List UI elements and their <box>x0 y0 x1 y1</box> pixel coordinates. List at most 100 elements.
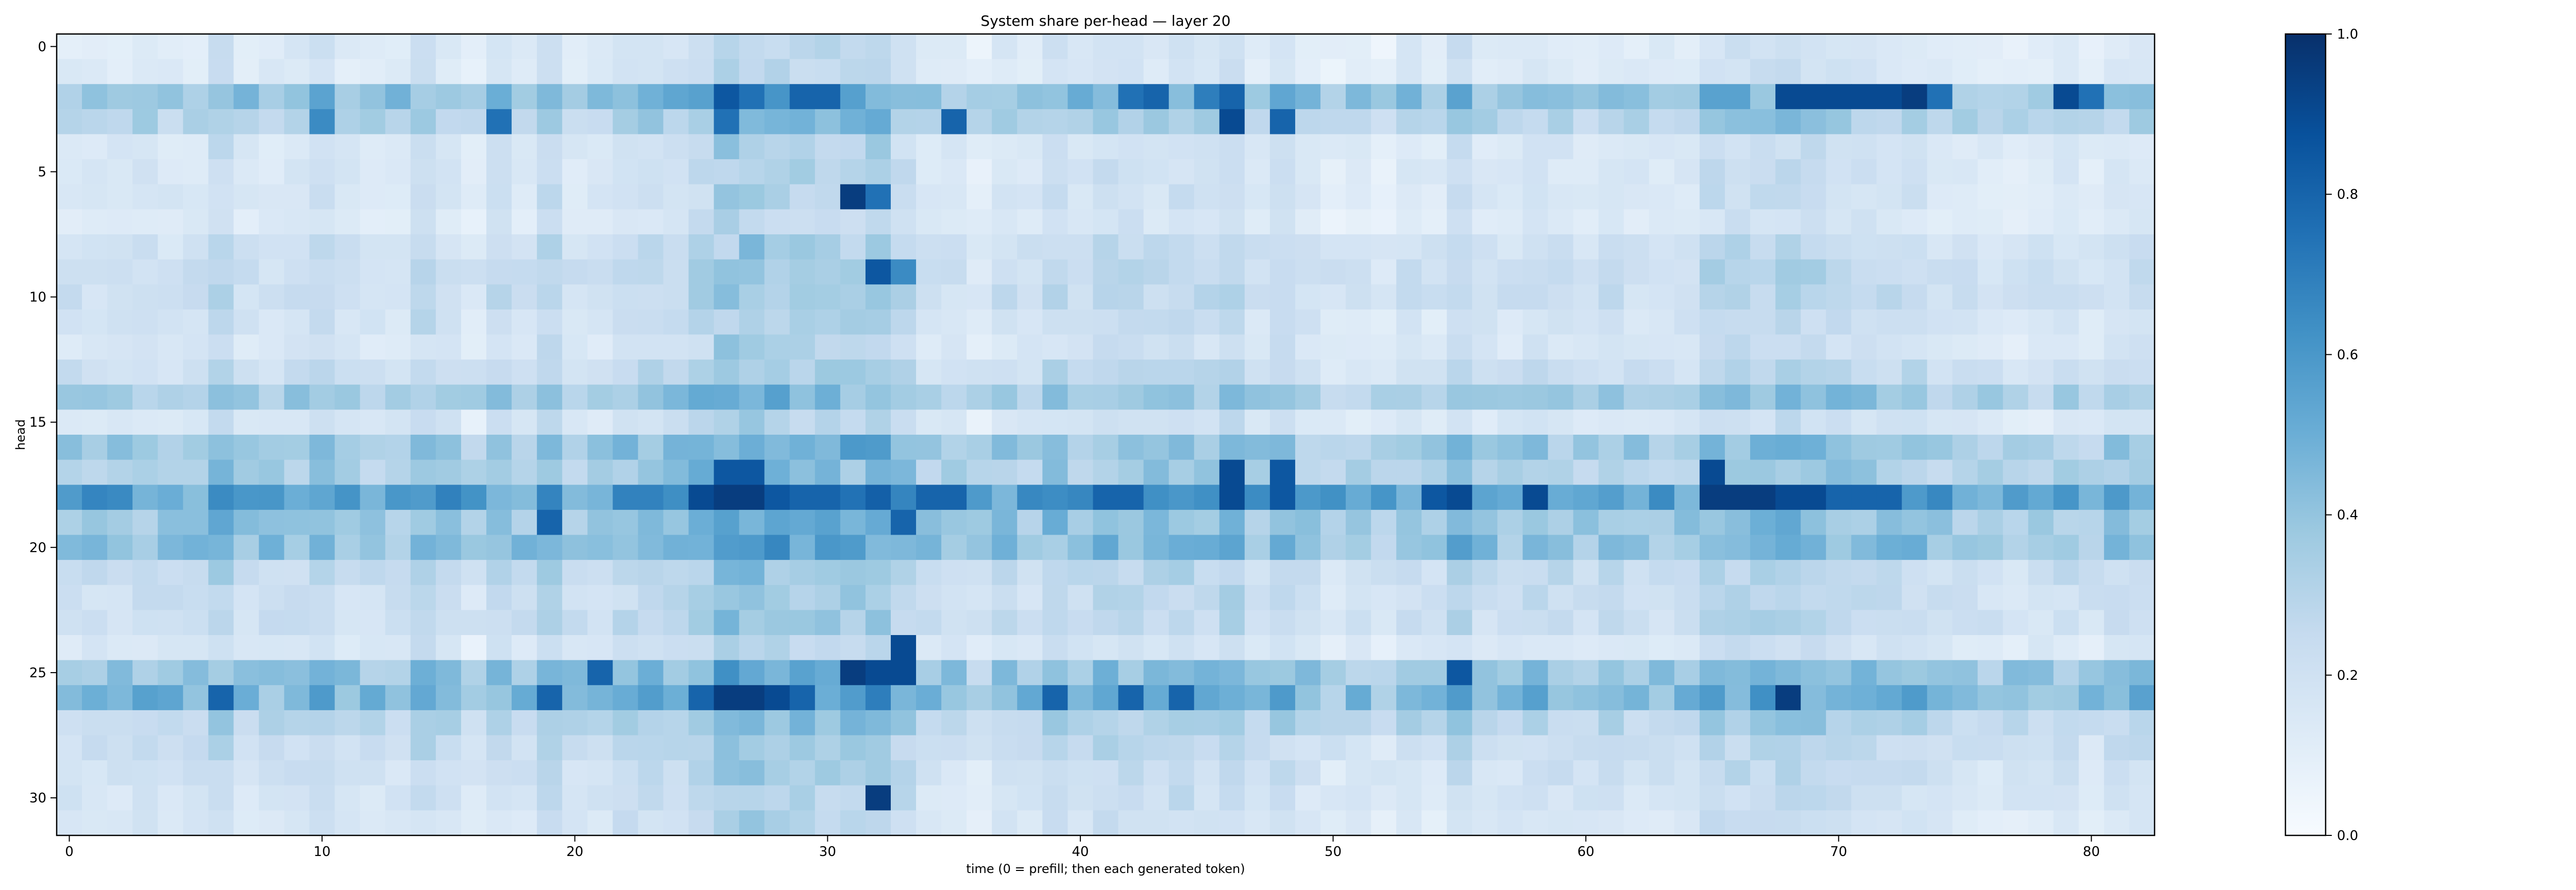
heatmap-cell <box>1522 334 1549 360</box>
heatmap-cell <box>1826 109 1852 135</box>
heatmap-cell <box>714 635 740 661</box>
heatmap-cell <box>183 84 209 110</box>
heatmap-cell <box>789 710 816 736</box>
heatmap-cell <box>57 309 82 335</box>
heatmap-cell <box>587 309 613 335</box>
heatmap-cell <box>2003 485 2029 510</box>
heatmap-cell <box>1876 84 1902 110</box>
heatmap-cell <box>865 710 891 736</box>
heatmap-cell <box>1826 284 1852 310</box>
heatmap-cell <box>638 485 664 510</box>
heatmap-cell <box>57 810 82 836</box>
heatmap-cell <box>360 435 386 460</box>
heatmap-cell <box>1497 234 1523 260</box>
heatmap-cell <box>2028 159 2054 185</box>
heatmap-cell <box>865 585 891 610</box>
heatmap-cell <box>537 184 563 210</box>
heatmap-cell <box>1724 234 1751 260</box>
heatmap-cell <box>663 34 689 60</box>
heatmap-cell <box>410 109 436 135</box>
heatmap-cell <box>1295 585 1321 610</box>
heatmap-cell <box>1042 610 1069 636</box>
heatmap-cell <box>815 334 841 360</box>
heatmap-cell <box>512 509 537 536</box>
heatmap-cell <box>1649 635 1675 661</box>
heatmap-cell <box>2003 685 2029 711</box>
heatmap-cell <box>941 259 967 285</box>
heatmap-cell <box>587 610 613 636</box>
heatmap-cell <box>1447 760 1472 786</box>
heatmap-cell <box>461 435 487 460</box>
heatmap-cell <box>1699 334 1725 360</box>
heatmap-cell <box>1219 435 1245 460</box>
heatmap-cell <box>1168 585 1195 610</box>
heatmap-cell <box>1826 485 1852 510</box>
heatmap-cell <box>2028 735 2054 761</box>
heatmap-cell <box>2003 435 2029 460</box>
heatmap-cell <box>1042 560 1069 586</box>
heatmap-cell <box>1219 509 1245 536</box>
heatmap-cell <box>1093 234 1119 260</box>
heatmap-cell <box>1623 660 1650 686</box>
heatmap-cell <box>1472 59 1498 84</box>
heatmap-cell <box>1649 284 1675 310</box>
heatmap-cell <box>1042 710 1069 736</box>
heatmap-cell <box>334 610 361 636</box>
heatmap-cell <box>385 34 411 60</box>
heatmap-cell <box>587 810 613 836</box>
heatmap-cell <box>1775 109 1801 135</box>
heatmap-cell <box>1421 309 1447 335</box>
heatmap-cell <box>663 560 689 586</box>
heatmap-cell <box>1649 184 1675 210</box>
heatmap-cell <box>1598 109 1624 135</box>
heatmap-cell <box>916 159 942 185</box>
heatmap-cell <box>638 660 664 686</box>
heatmap-cell <box>1472 685 1498 711</box>
heatmap-cell <box>992 560 1018 586</box>
heatmap-cell <box>537 360 563 385</box>
heatmap-cell <box>1876 34 1902 60</box>
heatmap-cell <box>82 585 108 610</box>
x-tick-label: 70 <box>1830 844 1847 860</box>
heatmap-cell <box>1244 760 1270 786</box>
heatmap-cell <box>1952 535 1978 560</box>
heatmap-cell <box>1902 209 1928 235</box>
heatmap-cell <box>1042 34 1069 60</box>
heatmap-cell <box>1194 509 1220 536</box>
heatmap-cell <box>1750 485 1776 510</box>
heatmap-cell <box>1371 435 1397 460</box>
heatmap-cell <box>57 234 82 260</box>
heatmap-cell <box>360 485 386 510</box>
heatmap-cell <box>1447 585 1472 610</box>
heatmap-cell <box>1042 284 1069 310</box>
heatmap-cell <box>1826 660 1852 686</box>
heatmap-cell <box>1826 259 1852 285</box>
heatmap-cell <box>688 409 715 435</box>
heatmap-cell <box>1371 234 1397 260</box>
heatmap-cell <box>1649 309 1675 335</box>
heatmap-cell <box>233 84 260 110</box>
heatmap-cell <box>1244 459 1270 485</box>
heatmap-cell <box>284 59 310 84</box>
heatmap-cell <box>1421 159 1447 185</box>
heatmap-cell <box>967 259 992 285</box>
heatmap-cell <box>1497 785 1523 811</box>
heatmap-cell <box>512 485 537 510</box>
heatmap-cell <box>739 360 765 385</box>
heatmap-cell <box>2129 735 2155 761</box>
heatmap-cell <box>688 535 715 560</box>
heatmap-cell <box>1447 334 1472 360</box>
heatmap-cell <box>1168 309 1195 335</box>
heatmap-cell <box>107 159 133 185</box>
heatmap-cell <box>360 360 386 385</box>
heatmap-cell <box>1623 785 1650 811</box>
heatmap-cell <box>132 535 158 560</box>
heatmap-cell <box>1623 635 1650 661</box>
heatmap-cell <box>1042 485 1069 510</box>
heatmap-cell <box>1295 134 1321 160</box>
heatmap-cell <box>1269 360 1296 385</box>
heatmap-cell <box>1421 384 1447 410</box>
heatmap-cell <box>1952 184 1978 210</box>
heatmap-cell <box>941 334 967 360</box>
heatmap-cell <box>385 59 411 84</box>
